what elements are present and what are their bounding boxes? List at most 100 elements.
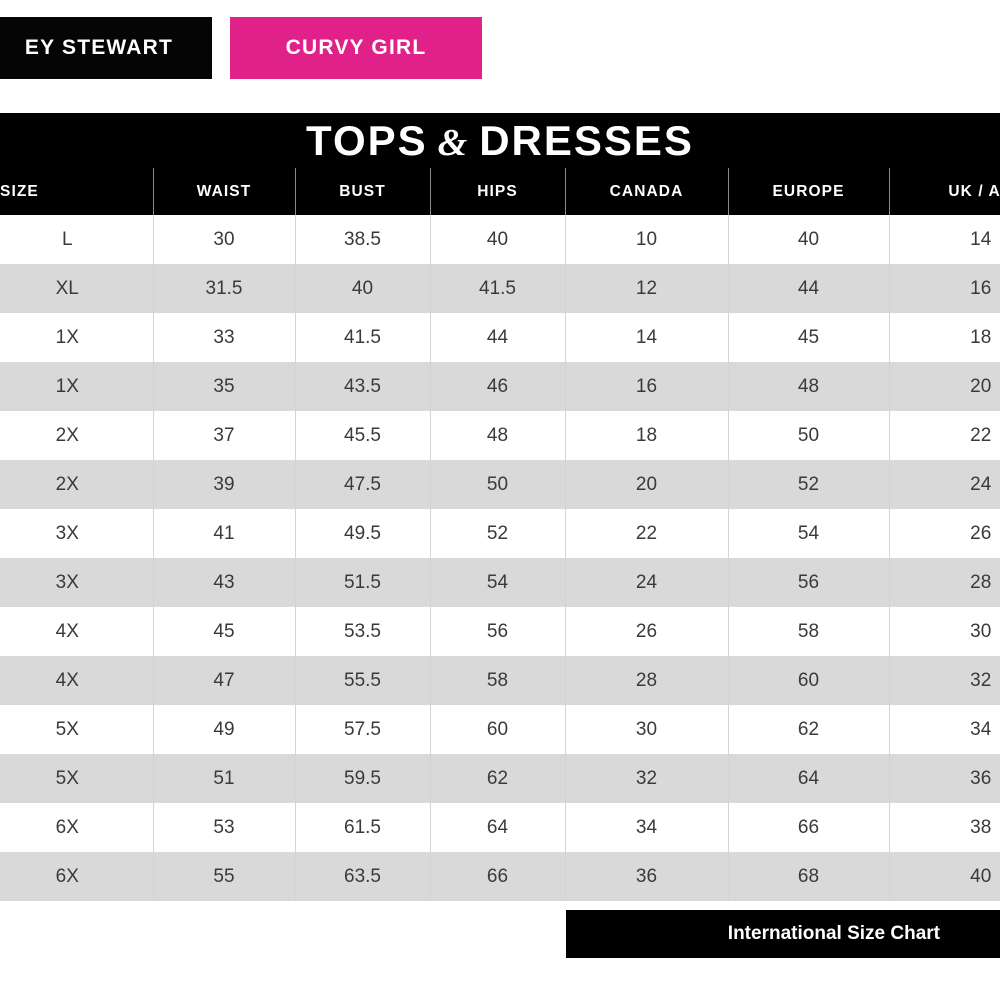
cell-canada: 14 bbox=[565, 313, 729, 362]
cell-canada: 36 bbox=[565, 852, 729, 901]
column-header-hips: HIPS bbox=[430, 168, 566, 215]
cell-europe: 66 bbox=[728, 803, 890, 852]
cell-europe: 50 bbox=[728, 411, 890, 460]
page-title-part1: TOPS bbox=[306, 116, 428, 164]
cell-europe: 68 bbox=[728, 852, 890, 901]
tab-brand-stewart[interactable]: EY STEWART bbox=[0, 17, 212, 79]
tab-curvy-girl-label: CURVY GIRL bbox=[285, 36, 427, 59]
table-row: 4X 45 53.5 56 26 58 30 bbox=[0, 607, 1000, 656]
cell-size: 2X bbox=[0, 460, 154, 509]
cell-uk-au: 32 bbox=[889, 656, 1000, 705]
cell-hips: 64 bbox=[430, 803, 566, 852]
cell-waist: 49 bbox=[153, 705, 296, 754]
cell-canada: 26 bbox=[565, 607, 729, 656]
tab-curvy-girl[interactable]: CURVY GIRL bbox=[230, 17, 482, 79]
cell-uk-au: 18 bbox=[889, 313, 1000, 362]
cell-hips: 48 bbox=[430, 411, 566, 460]
cell-uk-au: 14 bbox=[889, 215, 1000, 264]
table-row: 2X 39 47.5 50 20 52 24 bbox=[0, 460, 1000, 509]
cell-canada: 16 bbox=[565, 362, 729, 411]
cell-uk-au: 36 bbox=[889, 754, 1000, 803]
cell-uk-au: 26 bbox=[889, 509, 1000, 558]
cell-canada: 12 bbox=[565, 264, 729, 313]
cell-bust: 63.5 bbox=[295, 852, 431, 901]
header-row: SIZE WAIST BUST HIPS CANADA EUROPE UK / … bbox=[0, 168, 1000, 215]
cell-canada: 18 bbox=[565, 411, 729, 460]
cell-hips: 54 bbox=[430, 558, 566, 607]
cell-waist: 41 bbox=[153, 509, 296, 558]
cell-waist: 37 bbox=[153, 411, 296, 460]
cell-bust: 51.5 bbox=[295, 558, 431, 607]
cell-canada: 24 bbox=[565, 558, 729, 607]
cell-size: 5X bbox=[0, 754, 154, 803]
international-size-chart-label: International Size Chart bbox=[727, 923, 940, 944]
cell-europe: 56 bbox=[728, 558, 890, 607]
cell-uk-au: 20 bbox=[889, 362, 1000, 411]
cell-waist: 35 bbox=[153, 362, 296, 411]
ampersand-glyph: & bbox=[437, 121, 470, 164]
cell-waist: 39 bbox=[153, 460, 296, 509]
cell-size: 4X bbox=[0, 656, 154, 705]
cell-uk-au: 22 bbox=[889, 411, 1000, 460]
table-row: 3X 43 51.5 54 24 56 28 bbox=[0, 558, 1000, 607]
cell-waist: 53 bbox=[153, 803, 296, 852]
table-row: 3X 41 49.5 52 22 54 26 bbox=[0, 509, 1000, 558]
cell-waist: 33 bbox=[153, 313, 296, 362]
cell-bust: 43.5 bbox=[295, 362, 431, 411]
cell-canada: 20 bbox=[565, 460, 729, 509]
cell-europe: 62 bbox=[728, 705, 890, 754]
table-row: XL 31.5 40 41.5 12 44 16 bbox=[0, 264, 1000, 313]
cell-bust: 61.5 bbox=[295, 803, 431, 852]
cell-waist: 45 bbox=[153, 607, 296, 656]
column-header-canada: CANADA bbox=[565, 168, 729, 215]
cell-europe: 45 bbox=[728, 313, 890, 362]
cell-bust: 53.5 bbox=[295, 607, 431, 656]
international-size-chart-bar: International Size Chart bbox=[566, 910, 1000, 958]
cell-size: 1X bbox=[0, 362, 154, 411]
page-title-part2: DRESSES bbox=[479, 116, 694, 164]
page-title: TOPS & DRESSES bbox=[306, 116, 694, 164]
cell-bust: 38.5 bbox=[295, 215, 431, 264]
cell-bust: 59.5 bbox=[295, 754, 431, 803]
table-row: 6X 55 63.5 66 36 68 40 bbox=[0, 852, 1000, 901]
cell-hips: 60 bbox=[430, 705, 566, 754]
table-row: 4X 47 55.5 58 28 60 32 bbox=[0, 656, 1000, 705]
cell-bust: 47.5 bbox=[295, 460, 431, 509]
cell-bust: 45.5 bbox=[295, 411, 431, 460]
table-row: 2X 37 45.5 48 18 50 22 bbox=[0, 411, 1000, 460]
cell-canada: 10 bbox=[565, 215, 729, 264]
cell-europe: 40 bbox=[728, 215, 890, 264]
cell-uk-au: 40 bbox=[889, 852, 1000, 901]
cell-waist: 30 bbox=[153, 215, 296, 264]
cell-size: 6X bbox=[0, 852, 154, 901]
cell-uk-au: 34 bbox=[889, 705, 1000, 754]
cell-uk-au: 30 bbox=[889, 607, 1000, 656]
table-row: 1X 33 41.5 44 14 45 18 bbox=[0, 313, 1000, 362]
cell-size: 3X bbox=[0, 558, 154, 607]
cell-size: 3X bbox=[0, 509, 154, 558]
cell-uk-au: 28 bbox=[889, 558, 1000, 607]
table-row: L 30 38.5 40 10 40 14 bbox=[0, 215, 1000, 264]
cell-hips: 44 bbox=[430, 313, 566, 362]
cell-size: L bbox=[0, 215, 154, 264]
cell-canada: 32 bbox=[565, 754, 729, 803]
cell-bust: 57.5 bbox=[295, 705, 431, 754]
size-chart-table: SIZE WAIST BUST HIPS CANADA EUROPE UK / … bbox=[0, 168, 1000, 901]
cell-canada: 34 bbox=[565, 803, 729, 852]
column-header-size: SIZE bbox=[0, 168, 154, 215]
cell-size: 6X bbox=[0, 803, 154, 852]
cell-europe: 54 bbox=[728, 509, 890, 558]
cell-waist: 55 bbox=[153, 852, 296, 901]
cell-europe: 52 bbox=[728, 460, 890, 509]
cell-hips: 66 bbox=[430, 852, 566, 901]
column-header-uk-au: UK / AU bbox=[889, 168, 1000, 215]
cell-hips: 46 bbox=[430, 362, 566, 411]
cell-canada: 28 bbox=[565, 656, 729, 705]
chart-title-banner: TOPS & DRESSES bbox=[0, 113, 1000, 168]
cell-waist: 47 bbox=[153, 656, 296, 705]
cell-canada: 22 bbox=[565, 509, 729, 558]
cell-europe: 58 bbox=[728, 607, 890, 656]
cell-hips: 62 bbox=[430, 754, 566, 803]
cell-uk-au: 16 bbox=[889, 264, 1000, 313]
column-header-bust: BUST bbox=[295, 168, 431, 215]
